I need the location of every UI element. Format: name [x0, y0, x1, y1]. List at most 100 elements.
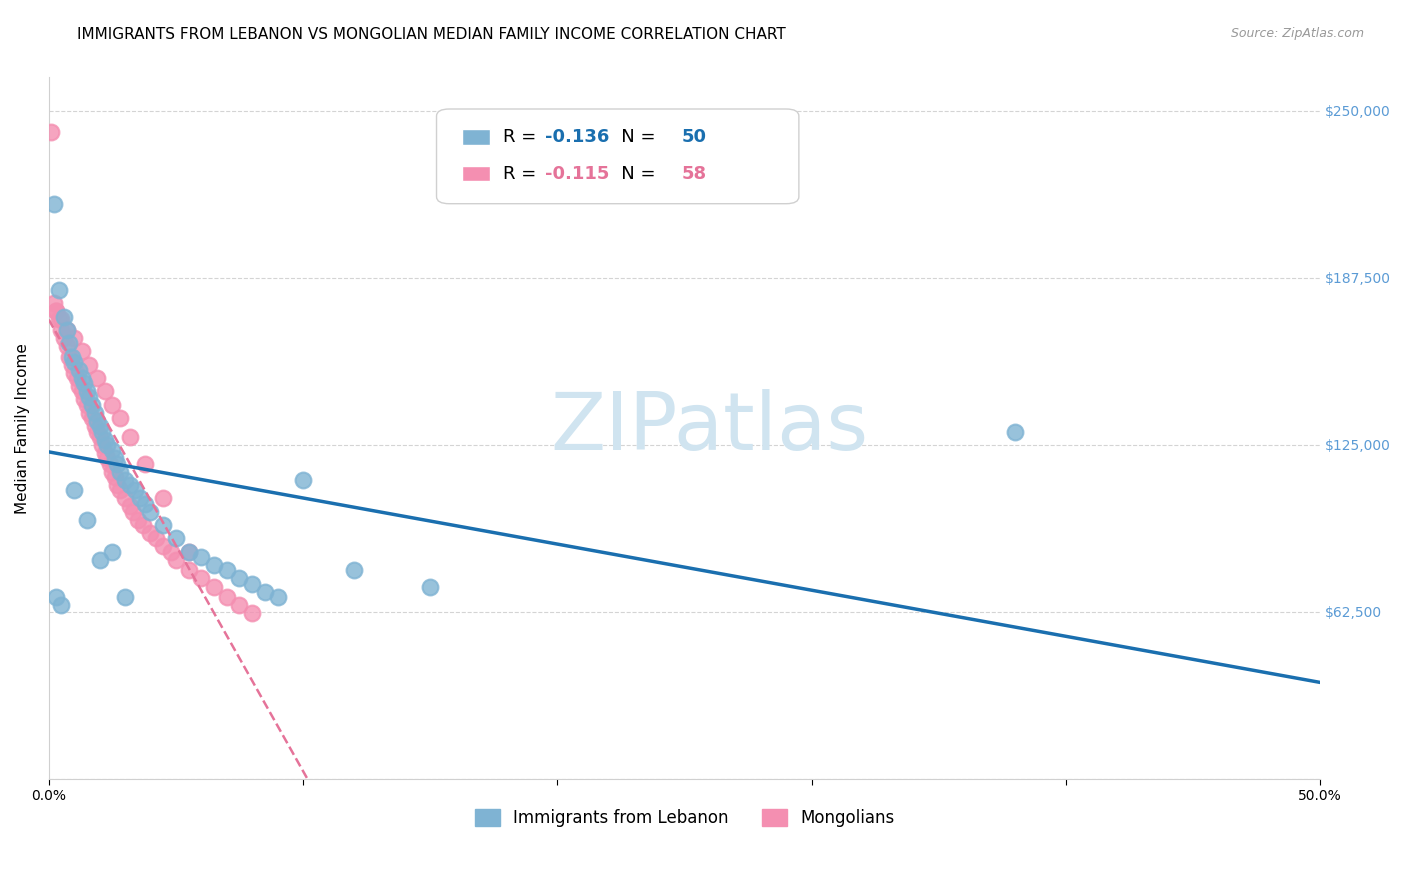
Point	[202, 580, 225, 594]
Point	[79, 406, 101, 420]
Point	[177, 545, 200, 559]
Point	[86, 371, 108, 385]
Point	[108, 465, 131, 479]
Point	[89, 419, 111, 434]
FancyBboxPatch shape	[463, 166, 489, 181]
Point	[101, 465, 124, 479]
Point	[132, 518, 155, 533]
Point	[58, 350, 80, 364]
Point	[76, 513, 98, 527]
Point	[58, 336, 80, 351]
Point	[120, 500, 142, 514]
Point	[114, 473, 136, 487]
Point	[80, 398, 103, 412]
Point	[104, 451, 127, 466]
Point	[215, 564, 238, 578]
Point	[253, 585, 276, 599]
Point	[93, 446, 115, 460]
Point	[55, 339, 77, 353]
Point	[120, 478, 142, 492]
Text: ZIPatlas: ZIPatlas	[551, 389, 869, 467]
Text: -0.136: -0.136	[544, 128, 609, 146]
FancyBboxPatch shape	[436, 109, 799, 203]
Point	[55, 323, 77, 337]
FancyBboxPatch shape	[463, 129, 489, 145]
Point	[63, 483, 86, 498]
Text: IMMIGRANTS FROM LEBANON VS MONGOLIAN MEDIAN FAMILY INCOME CORRELATION CHART: IMMIGRANTS FROM LEBANON VS MONGOLIAN MED…	[77, 27, 786, 42]
Point	[1004, 425, 1026, 439]
Point	[145, 532, 167, 546]
Text: 50: 50	[682, 128, 707, 146]
Point	[55, 323, 77, 337]
Point	[73, 392, 96, 407]
Point	[120, 430, 142, 444]
Point	[45, 304, 67, 318]
Point	[53, 310, 76, 324]
Text: -0.115: -0.115	[544, 164, 609, 183]
Text: N =: N =	[605, 128, 662, 146]
Legend: Immigrants from Lebanon, Mongolians: Immigrants from Lebanon, Mongolians	[468, 802, 901, 834]
Point	[89, 553, 111, 567]
Point	[114, 591, 136, 605]
Text: R =: R =	[502, 128, 541, 146]
Text: N =: N =	[605, 164, 662, 183]
Point	[73, 376, 96, 391]
Point	[419, 580, 441, 594]
Point	[67, 379, 90, 393]
Point	[124, 483, 146, 498]
Point	[108, 483, 131, 498]
Point	[228, 572, 250, 586]
Point	[42, 197, 65, 211]
Point	[48, 312, 70, 326]
Point	[114, 491, 136, 506]
Point	[66, 371, 89, 385]
Point	[240, 577, 263, 591]
Point	[343, 564, 366, 578]
Point	[266, 591, 288, 605]
Text: R =: R =	[502, 164, 541, 183]
Point	[152, 540, 174, 554]
Point	[48, 283, 70, 297]
Point	[76, 384, 98, 399]
Point	[79, 390, 101, 404]
Point	[215, 591, 238, 605]
Point	[165, 553, 187, 567]
Point	[51, 312, 73, 326]
Point	[228, 598, 250, 612]
Point	[134, 497, 156, 511]
Point	[51, 323, 73, 337]
Point	[107, 478, 129, 492]
Point	[129, 491, 152, 506]
Point	[70, 371, 93, 385]
Point	[98, 457, 121, 471]
Point	[96, 451, 118, 466]
Point	[39, 125, 62, 139]
Point	[240, 606, 263, 620]
Point	[177, 564, 200, 578]
Point	[63, 331, 86, 345]
Point	[93, 433, 115, 447]
Point	[139, 526, 162, 541]
Text: Source: ZipAtlas.com: Source: ZipAtlas.com	[1230, 27, 1364, 40]
Point	[202, 558, 225, 573]
Point	[91, 438, 114, 452]
Point	[51, 598, 73, 612]
Point	[67, 363, 90, 377]
Point	[292, 473, 315, 487]
Point	[83, 406, 105, 420]
Point	[177, 545, 200, 559]
Point	[91, 425, 114, 439]
Point	[70, 384, 93, 399]
Point	[89, 430, 111, 444]
Point	[152, 518, 174, 533]
Point	[79, 358, 101, 372]
Point	[96, 438, 118, 452]
Point	[101, 443, 124, 458]
Point	[165, 532, 187, 546]
Point	[80, 411, 103, 425]
Point	[159, 545, 181, 559]
Point	[70, 344, 93, 359]
Point	[60, 358, 83, 372]
Point	[83, 419, 105, 434]
Point	[93, 384, 115, 399]
